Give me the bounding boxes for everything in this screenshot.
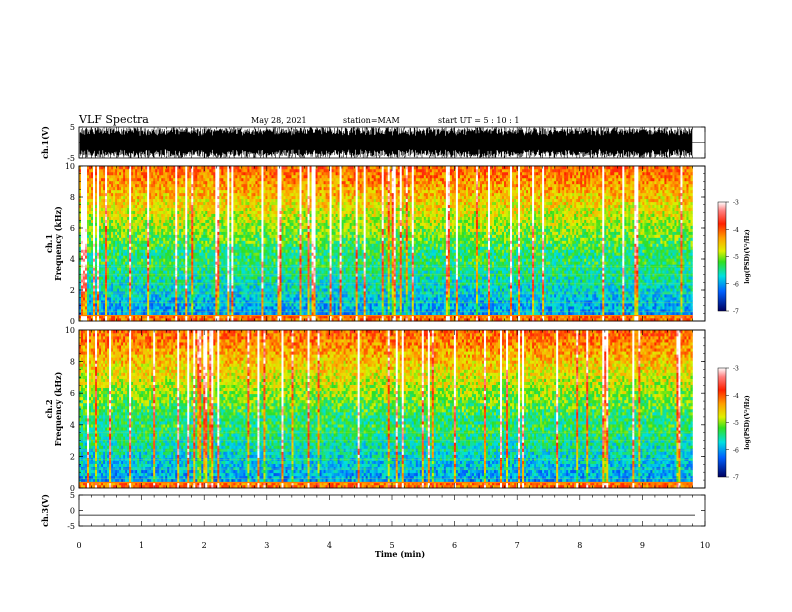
- x-tick-label: 2: [202, 541, 207, 550]
- ch2-spectrogram-image: [79, 330, 693, 488]
- y-axis-label: ch.3(V): [40, 494, 50, 527]
- figure-title: VLF Spectra: [78, 113, 149, 126]
- x-axis-label: Time (min): [375, 549, 425, 559]
- y-tick-label: 8: [70, 358, 75, 367]
- ch2-colorbar: [718, 368, 726, 477]
- colorbar-tick-label: -5: [733, 420, 739, 427]
- x-tick-label: 9: [640, 541, 645, 550]
- ch1-colorbar-ticks: -3 -4 -5 -6 -7 log(PSD)(V²/Hz): [726, 200, 751, 316]
- y-axis-label-2: Frequency (kHz): [53, 206, 63, 281]
- date-label: May 28, 2021: [251, 116, 307, 125]
- y-tick-label: 2: [70, 286, 75, 295]
- x-tick-label: 10: [700, 541, 710, 550]
- ch1-spectrogram-image: [79, 166, 693, 321]
- x-tick-label: 0: [76, 541, 81, 550]
- y-axis-label: ch.1(V): [40, 126, 50, 159]
- x-tick-label: 1: [139, 541, 144, 550]
- y-tick-label: 2: [70, 452, 75, 461]
- colorbar-tick-label: -6: [733, 447, 739, 454]
- colorbar-tick-label: -4: [733, 227, 739, 234]
- y-tick-label: 6: [70, 389, 75, 398]
- colorbar-tick-label: -3: [733, 366, 739, 373]
- colorbar-tick-label: -3: [733, 200, 739, 207]
- y-tick-label: 8: [70, 193, 75, 202]
- y-axis-label-2: Frequency (kHz): [53, 371, 63, 446]
- y-tick-label: 0: [70, 317, 75, 326]
- ch1-colorbar: [718, 202, 726, 311]
- ch3-waveform-panel: 5 0 -5 ch.3(V): [40, 491, 705, 531]
- y-tick-label: 10: [65, 162, 75, 171]
- colorbar-tick-label: -4: [733, 393, 739, 400]
- x-tick-label: 8: [577, 541, 582, 550]
- y-tick-label: 4: [70, 421, 75, 430]
- colorbar-tick-label: -6: [733, 281, 739, 288]
- colorbar-label: log(PSD)(V²/Hz): [744, 229, 751, 284]
- colorbar-tick-label: -7: [733, 475, 739, 482]
- station-label: station=MAM: [343, 116, 400, 125]
- y-tick-label: 4: [70, 255, 75, 264]
- ch2-colorbar-ticks: -3 -4 -5 -6 -7 log(PSD)(V²/Hz): [726, 366, 751, 482]
- x-tick-label: 6: [452, 541, 457, 550]
- colorbar-tick-label: -5: [733, 254, 739, 261]
- y-tick-label: 5: [70, 491, 75, 500]
- y-tick-label: 10: [65, 326, 75, 335]
- y-tick-label: 6: [70, 224, 75, 233]
- y-tick-label: 0: [70, 507, 75, 516]
- x-tick-label: 7: [515, 541, 520, 550]
- x-tick-label: 3: [264, 541, 269, 550]
- vlf-spectra-figure: VLF Spectra May 28, 2021 station=MAM sta…: [0, 0, 792, 612]
- y-tick-label: -5: [67, 522, 75, 531]
- y-tick-label: 5: [70, 123, 75, 132]
- x-tick-label: 4: [327, 541, 332, 550]
- start-time-label: start UT = 5 : 10 : 1: [438, 116, 519, 125]
- ch1-waveform-panel: 5-5ch.1(V): [40, 123, 705, 163]
- colorbar-tick-label: -7: [733, 309, 739, 316]
- colorbar-label: log(PSD)(V²/Hz): [744, 395, 751, 450]
